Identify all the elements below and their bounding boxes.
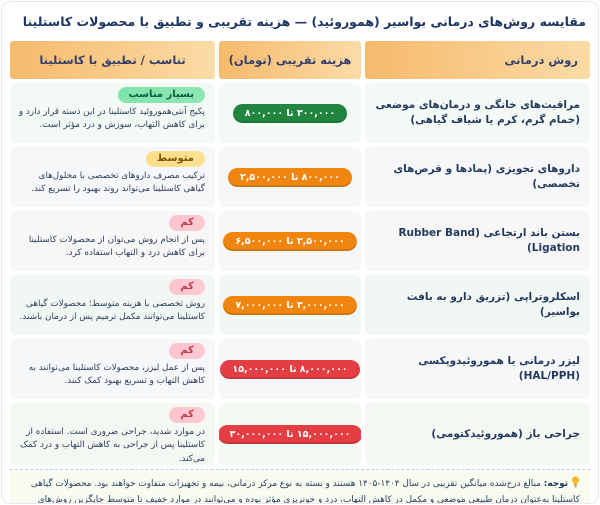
- fit-cell: بسیار مناسب پکیج آنتی‌هموروئید کاستلینا …: [10, 83, 215, 144]
- footer-text: مبالغ درج‌شده میانگین تقریبی در سال ۱۴۰۴…: [30, 479, 580, 504]
- fit-note: در موارد شدید، جراحی ضروری است. استفاده …: [20, 427, 205, 464]
- header-method: روش درمانی: [365, 41, 590, 80]
- fit-badge: کم: [169, 215, 205, 232]
- cost-pill: ۲,۵۰۰,۰۰۰ تا ۶,۵۰۰,۰۰۰: [223, 231, 357, 251]
- method-cell: داروهای تجویزی (پمادها و قرص‌های تخصصی): [365, 147, 590, 208]
- table-row: لیزر درمانی یا هموروئیدوپکسی (HAL/PPH) ۸…: [10, 339, 590, 400]
- method-label: داروهای تجویزی (پمادها و قرص‌های تخصصی): [393, 163, 580, 191]
- fit-note: پکیج آنتی‌هموروئید کاستلینا در این دسته …: [18, 107, 205, 131]
- header-cost: هزینه تقریبی (تومان): [219, 41, 361, 80]
- fit-badge: کم: [169, 343, 205, 360]
- header-fit: تناسب / تطبیق با کاستلینا: [10, 41, 215, 80]
- method-label: مراقبت‌های خانگی و درمان‌های موضعی (حمام…: [375, 99, 580, 127]
- fit-note: روش تخصصی با هزینه متوسط؛ محصولات گیاهی …: [19, 299, 205, 323]
- method-label: اسکلروتراپی (تزریق دارو به بافت بواسیر): [406, 291, 580, 319]
- footer-label: توجه:: [543, 479, 568, 490]
- fit-note: ترکیب مصرف داروهای تخصصی با محلول‌های گی…: [31, 171, 205, 195]
- table-body: مراقبت‌های خانگی و درمان‌های موضعی (حمام…: [2, 83, 598, 466]
- fit-cell: کم پس از انجام روش می‌توان از محصولات کا…: [10, 211, 215, 272]
- method-label: بستن باند ارتجاعی (Rubber Band Ligation): [398, 227, 580, 255]
- method-label: لیزر درمانی یا هموروئیدوپکسی (HAL/PPH): [418, 355, 580, 383]
- method-label: جراحی باز (هموروئیدکتومی): [431, 427, 580, 440]
- table-row: داروهای تجویزی (پمادها و قرص‌های تخصصی) …: [10, 147, 590, 208]
- method-cell: مراقبت‌های خانگی و درمان‌های موضعی (حمام…: [365, 83, 590, 144]
- table-row: مراقبت‌های خانگی و درمان‌های موضعی (حمام…: [10, 83, 590, 144]
- page-title: مقایسه روش‌های درمانی بواسیر (هموروئید) …: [22, 14, 586, 29]
- fit-note: پس از عمل لیزر، محصولات کاستلینا می‌توان…: [28, 363, 205, 387]
- method-cell: بستن باند ارتجاعی (Rubber Band Ligation): [365, 211, 590, 272]
- fit-cell: کم پس از عمل لیزر، محصولات کاستلینا می‌ت…: [10, 339, 215, 400]
- fit-badge: کم: [169, 407, 205, 424]
- method-cell: لیزر درمانی یا هموروئیدوپکسی (HAL/PPH): [365, 339, 590, 400]
- cost-pill: ۳,۰۰۰,۰۰۰ تا ۷,۰۰۰,۰۰۰: [223, 295, 357, 315]
- fit-badge: کم: [169, 279, 205, 296]
- fit-note: پس از انجام روش می‌توان از محصولات کاستل…: [28, 235, 205, 259]
- cost-cell: ۳۰۰,۰۰۰ تا ۸۰۰,۰۰۰: [219, 83, 361, 144]
- cost-cell: ۲,۵۰۰,۰۰۰ تا ۶,۵۰۰,۰۰۰: [219, 211, 361, 272]
- fit-cell: کم روش تخصصی با هزینه متوسط؛ محصولات گیا…: [10, 275, 215, 336]
- fit-cell: متوسط ترکیب مصرف داروهای تخصصی با محلول‌…: [10, 147, 215, 208]
- table-row: بستن باند ارتجاعی (Rubber Band Ligation)…: [10, 211, 590, 272]
- cost-cell: ۸,۰۰۰,۰۰۰ تا ۱۵,۰۰۰,۰۰۰: [219, 339, 361, 400]
- table-row: جراحی باز (هموروئیدکتومی) ۱۵,۰۰۰,۰۰۰ تا …: [10, 403, 590, 466]
- fit-badge: متوسط: [145, 151, 205, 168]
- table-row: اسکلروتراپی (تزریق دارو به بافت بواسیر) …: [10, 275, 590, 336]
- cost-cell: ۱۵,۰۰۰,۰۰۰ تا ۳۰,۰۰۰,۰۰۰: [219, 403, 361, 466]
- cost-pill: ۸,۰۰۰,۰۰۰ تا ۱۵,۰۰۰,۰۰۰: [220, 359, 360, 379]
- fit-cell: کم در موارد شدید، جراحی ضروری است. استفا…: [10, 403, 215, 466]
- cost-pill: ۱۵,۰۰۰,۰۰۰ تا ۳۰,۰۰۰,۰۰۰: [219, 424, 361, 444]
- method-cell: جراحی باز (هموروئیدکتومی): [365, 403, 590, 466]
- cost-pill: ۳۰۰,۰۰۰ تا ۸۰۰,۰۰۰: [232, 103, 348, 123]
- cost-cell: ۳,۰۰۰,۰۰۰ تا ۷,۰۰۰,۰۰۰: [219, 275, 361, 336]
- lightbulb-icon: [571, 476, 580, 494]
- cost-cell: ۸۰۰,۰۰۰ تا ۲,۵۰۰,۰۰۰: [219, 147, 361, 208]
- footer-note: توجه: مبالغ درج‌شده میانگین تقریبی در سا…: [10, 469, 590, 504]
- table-header: روش درمانی هزینه تقریبی (تومان) تناسب / …: [10, 41, 590, 80]
- fit-badge: بسیار مناسب: [117, 87, 205, 104]
- method-cell: اسکلروتراپی (تزریق دارو به بافت بواسیر): [365, 275, 590, 336]
- cost-pill: ۸۰۰,۰۰۰ تا ۲,۵۰۰,۰۰۰: [228, 167, 352, 187]
